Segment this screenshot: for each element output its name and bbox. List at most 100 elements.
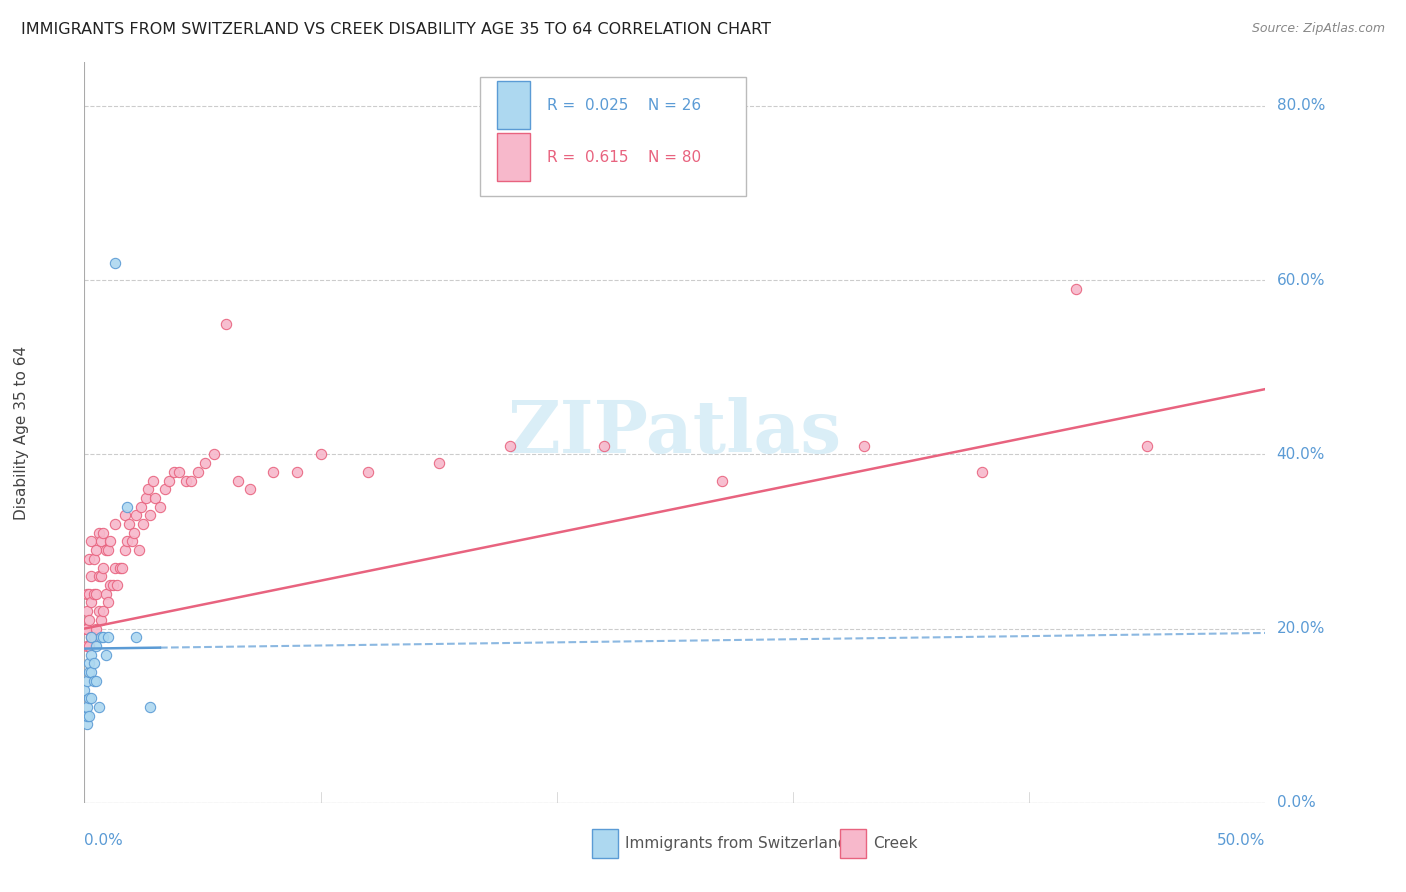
Point [114, 508, 136, 523]
Point [118, 517, 141, 532]
Point [76, 673, 98, 688]
Point [76, 622, 98, 636]
Point [83, 587, 105, 601]
Point [76, 587, 98, 601]
Point [80, 534, 103, 549]
Point [135, 491, 157, 505]
Point [114, 543, 136, 558]
Point [174, 474, 197, 488]
Point [125, 508, 148, 523]
Point [91, 560, 114, 574]
Point [153, 482, 176, 496]
Point [83, 673, 105, 688]
Point [91, 604, 114, 618]
Text: 20.0%: 20.0% [1277, 621, 1324, 636]
Text: 0.0%: 0.0% [1277, 796, 1315, 810]
Point [104, 517, 127, 532]
Text: 40.0%: 40.0% [1277, 447, 1324, 462]
Text: R =  0.025    N = 26: R = 0.025 N = 26 [547, 98, 702, 112]
Point [129, 500, 152, 514]
Point [83, 630, 105, 644]
Point [77, 657, 100, 671]
Point [285, 465, 308, 479]
FancyBboxPatch shape [841, 829, 866, 858]
Point [80, 691, 103, 706]
Point [80, 630, 103, 644]
Point [139, 508, 162, 523]
Point [76, 604, 98, 618]
Point [357, 465, 380, 479]
Point [76, 717, 98, 731]
Point [107, 578, 129, 592]
Point [90, 569, 112, 583]
Point [77, 665, 100, 680]
FancyBboxPatch shape [479, 78, 745, 195]
Text: Source: ZipAtlas.com: Source: ZipAtlas.com [1251, 22, 1385, 36]
Point [94, 587, 117, 601]
Point [1066, 282, 1088, 296]
Point [163, 465, 186, 479]
Point [90, 534, 112, 549]
Point [80, 648, 103, 662]
Point [711, 474, 734, 488]
Point [97, 595, 120, 609]
Text: R =  0.615    N = 80: R = 0.615 N = 80 [547, 150, 702, 165]
Point [97, 630, 120, 644]
FancyBboxPatch shape [592, 829, 619, 858]
Point [83, 657, 105, 671]
Point [77, 587, 100, 601]
Point [94, 543, 117, 558]
Point [87, 604, 110, 618]
Point [1136, 439, 1159, 453]
Point [136, 482, 159, 496]
Point [121, 534, 143, 549]
Point [149, 500, 172, 514]
Text: Disability Age 35 to 64: Disability Age 35 to 64 [14, 345, 30, 520]
Text: IMMIGRANTS FROM SWITZERLAND VS CREEK DISABILITY AGE 35 TO 64 CORRELATION CHART: IMMIGRANTS FROM SWITZERLAND VS CREEK DIS… [21, 22, 770, 37]
Point [194, 456, 217, 470]
Point [167, 465, 190, 479]
Point [970, 465, 993, 479]
Point [132, 517, 155, 532]
Point [77, 552, 100, 566]
Point [122, 525, 145, 540]
Point [98, 578, 121, 592]
Point [187, 465, 209, 479]
Point [76, 708, 98, 723]
Point [128, 543, 150, 558]
Point [80, 630, 103, 644]
Point [142, 474, 165, 488]
Point [125, 630, 148, 644]
Text: 80.0%: 80.0% [1277, 98, 1324, 113]
Point [108, 560, 131, 574]
Text: ZIPatlas: ZIPatlas [508, 397, 842, 468]
Point [239, 482, 262, 496]
Point [84, 673, 107, 688]
Point [73, 682, 96, 697]
Point [80, 665, 103, 680]
Point [76, 700, 98, 714]
Point [111, 560, 134, 574]
Point [77, 639, 100, 653]
Point [115, 500, 138, 514]
Point [80, 569, 103, 583]
Point [87, 569, 110, 583]
Point [77, 691, 100, 706]
Point [91, 525, 114, 540]
Point [143, 491, 166, 505]
FancyBboxPatch shape [496, 134, 530, 181]
Point [80, 595, 103, 609]
Point [84, 587, 107, 601]
Text: Immigrants from Switzerland: Immigrants from Switzerland [626, 836, 848, 851]
Point [91, 630, 114, 644]
Point [852, 439, 875, 453]
Point [98, 534, 121, 549]
Point [101, 578, 124, 592]
Point [427, 456, 450, 470]
Point [87, 700, 110, 714]
Point [84, 543, 107, 558]
Point [498, 439, 520, 453]
Point [76, 639, 98, 653]
Point [84, 622, 107, 636]
Point [157, 474, 180, 488]
